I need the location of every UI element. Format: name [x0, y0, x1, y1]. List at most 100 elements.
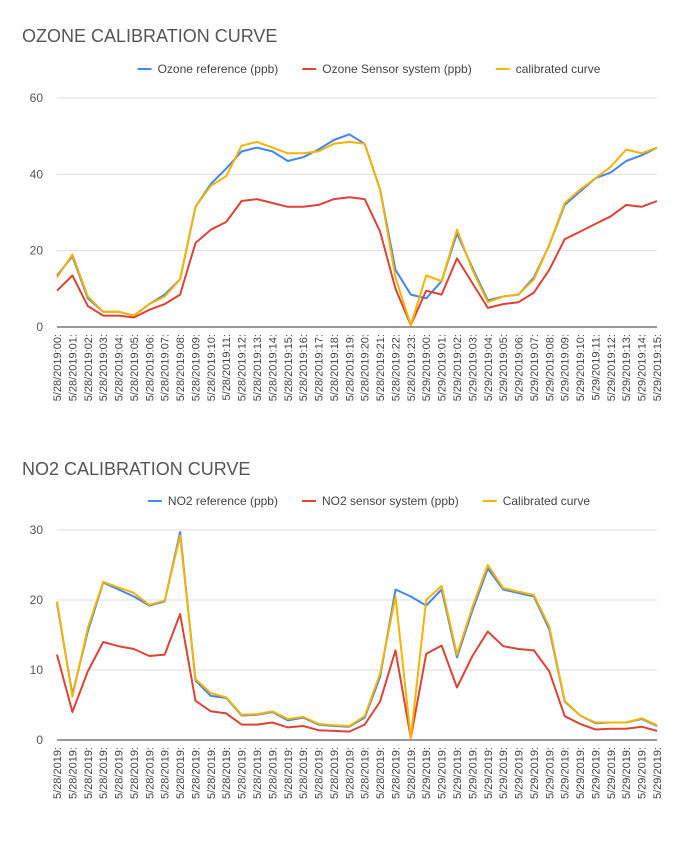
x-tick-label: 5/29/2019:	[421, 747, 433, 799]
x-tick-label: 5/28/2019:	[375, 747, 387, 799]
x-tick-label: 5/28/2019:	[175, 747, 187, 799]
x-tick-label: 5/28/2019:09:	[190, 334, 202, 401]
x-tick-label: 5/29/2019:	[544, 747, 556, 799]
x-tick-label: 5/28/2019:02:	[83, 334, 95, 401]
x-tick-label: 5/28/2019:	[283, 747, 295, 799]
series-line	[56, 613, 658, 739]
x-tick-label: 5/28/2019:06:	[144, 334, 156, 401]
x-tick-label: 5/28/2019:10:	[206, 334, 218, 401]
x-tick-label: 5/28/2019:04:	[114, 334, 126, 401]
x-tick-label: 5/28/2019:	[83, 747, 95, 799]
x-tick-label: 5/28/2019:22:	[390, 334, 402, 401]
x-tick-label: 5/28/2019:20:	[360, 334, 372, 401]
y-tick-label: 40	[30, 167, 44, 181]
x-tick-label: 5/28/2019:	[390, 747, 402, 799]
x-tick-label: 5/29/2019:14:	[637, 334, 649, 401]
x-tick-label: 5/28/2019:	[252, 747, 264, 799]
y-tick-label: 20	[30, 593, 44, 607]
x-tick-label: 5/28/2019:	[67, 747, 79, 799]
x-tick-label: 5/28/2019:	[114, 747, 126, 799]
legend-label: NO2 reference (ppb)	[168, 494, 278, 508]
x-tick-label: 5/28/2019:05:	[129, 334, 141, 401]
legend-label: Calibrated curve	[503, 494, 591, 508]
x-tick-label: 5/29/2019:02:	[452, 334, 464, 401]
x-tick-label: 5/29/2019:11:	[590, 334, 602, 400]
x-tick-label: 5/28/2019:11:	[221, 334, 233, 400]
series-line	[56, 133, 658, 317]
x-tick-label: 5/29/2019:13:	[621, 334, 633, 401]
x-tick-label: 5/29/2019:	[590, 747, 602, 799]
x-tick-label: 5/28/2019:	[406, 747, 418, 799]
x-tick-label: 5/29/2019:03:	[467, 334, 479, 401]
y-tick-label: 10	[30, 663, 44, 677]
x-tick-label: 5/29/2019:15:	[652, 334, 664, 401]
y-tick-label: 60	[30, 91, 44, 105]
y-tick-label: 0	[36, 733, 43, 747]
series-line	[56, 140, 658, 327]
x-tick-label: 5/28/2019:	[190, 747, 202, 799]
x-tick-label: 5/28/2019:08:	[175, 334, 187, 401]
x-tick-label: 5/28/2019:23:	[406, 334, 418, 401]
x-tick-label: 5/29/2019:	[560, 747, 572, 799]
chart-title: OZONE CALIBRATION CURVE	[22, 26, 277, 46]
x-tick-label: 5/28/2019:21:	[375, 334, 387, 401]
x-tick-label: 5/29/2019:	[452, 747, 464, 799]
x-tick-label: 5/28/2019:	[144, 747, 156, 799]
x-tick-label: 5/29/2019:12:	[606, 334, 618, 401]
legend: NO2 reference (ppb) NO2 sensor system (pp…	[147, 494, 591, 508]
x-tick-label: 5/28/2019:	[52, 747, 64, 799]
x-tick-label: 5/28/2019:16:	[298, 334, 310, 401]
x-tick-label: 5/29/2019:00:	[421, 334, 433, 401]
x-tick-label: 5/28/2019:	[237, 747, 249, 799]
x-tick-label: 5/28/2019:	[221, 747, 233, 799]
x-tick-label: 5/29/2019:07:	[529, 334, 541, 401]
series-line	[56, 196, 658, 327]
legend-label: calibrated curve	[516, 62, 601, 76]
legend-label: Ozone Sensor system (ppb)	[322, 62, 471, 76]
x-tick-label: 5/28/2019:	[267, 747, 279, 799]
series-line	[56, 534, 658, 739]
x-tick-label: 5/29/2019:06:	[514, 334, 526, 401]
x-tick-label: 5/29/2019:	[621, 747, 633, 799]
x-tick-label: 5/28/2019:07:	[160, 334, 172, 401]
x-tick-label: 5/28/2019:00:	[52, 334, 64, 401]
x-tick-label: 5/28/2019:03:	[98, 334, 110, 401]
x-tick-label: 5/28/2019:15:	[283, 334, 295, 401]
x-tick-label: 5/28/2019:	[160, 747, 172, 799]
y-tick-label: 30	[30, 523, 44, 537]
x-tick-label: 5/29/2019:09:	[560, 334, 572, 401]
x-tick-label: 5/29/2019:08:	[544, 334, 556, 401]
x-tick-label: 5/28/2019:	[298, 747, 310, 799]
x-tick-label: 5/28/2019:14:	[267, 334, 279, 401]
x-tick-label: 5/29/2019:	[437, 747, 449, 799]
x-tick-label: 5/29/2019:	[652, 747, 664, 799]
x-tick-label: 5/28/2019:18:	[329, 334, 341, 401]
x-tick-label: 5/29/2019:05:	[498, 334, 510, 401]
y-tick-label: 20	[30, 244, 44, 258]
x-tick-label: 5/28/2019:	[344, 747, 356, 799]
x-tick-label: 5/29/2019:	[498, 747, 510, 799]
x-tick-label: 5/28/2019:	[329, 747, 341, 799]
x-tick-label: 5/28/2019:	[314, 747, 326, 799]
y-tick-label: 0	[36, 320, 43, 334]
x-tick-label: 5/28/2019:	[206, 747, 218, 799]
x-tick-label: 5/29/2019:	[575, 747, 587, 799]
x-tick-label: 5/29/2019:04:	[483, 334, 495, 401]
x-tick-label: 5/29/2019:10:	[575, 334, 587, 401]
x-tick-label: 5/28/2019:17:	[314, 334, 326, 401]
x-tick-label: 5/28/2019:13:	[252, 334, 264, 401]
x-tick-label: 5/28/2019:	[129, 747, 141, 799]
x-tick-label: 5/29/2019:	[514, 747, 526, 799]
x-tick-label: 5/28/2019:01:	[67, 334, 79, 401]
x-tick-label: 5/28/2019:19:	[344, 334, 356, 401]
legend: Ozone reference (ppb) Ozone Sensor system…	[137, 62, 601, 76]
x-tick-label: 5/28/2019:	[360, 747, 372, 799]
x-tick-label: 5/29/2019:	[483, 747, 495, 799]
chart-title: NO2 CALIBRATION CURVE	[22, 459, 250, 479]
x-tick-label: 5/29/2019:	[529, 747, 541, 799]
legend-label: NO2 sensor system (ppb)	[322, 494, 459, 508]
legend-label: Ozone reference (ppb)	[158, 62, 279, 76]
x-tick-label: 5/28/2019:	[98, 747, 110, 799]
x-tick-label: 5/29/2019:	[637, 747, 649, 799]
